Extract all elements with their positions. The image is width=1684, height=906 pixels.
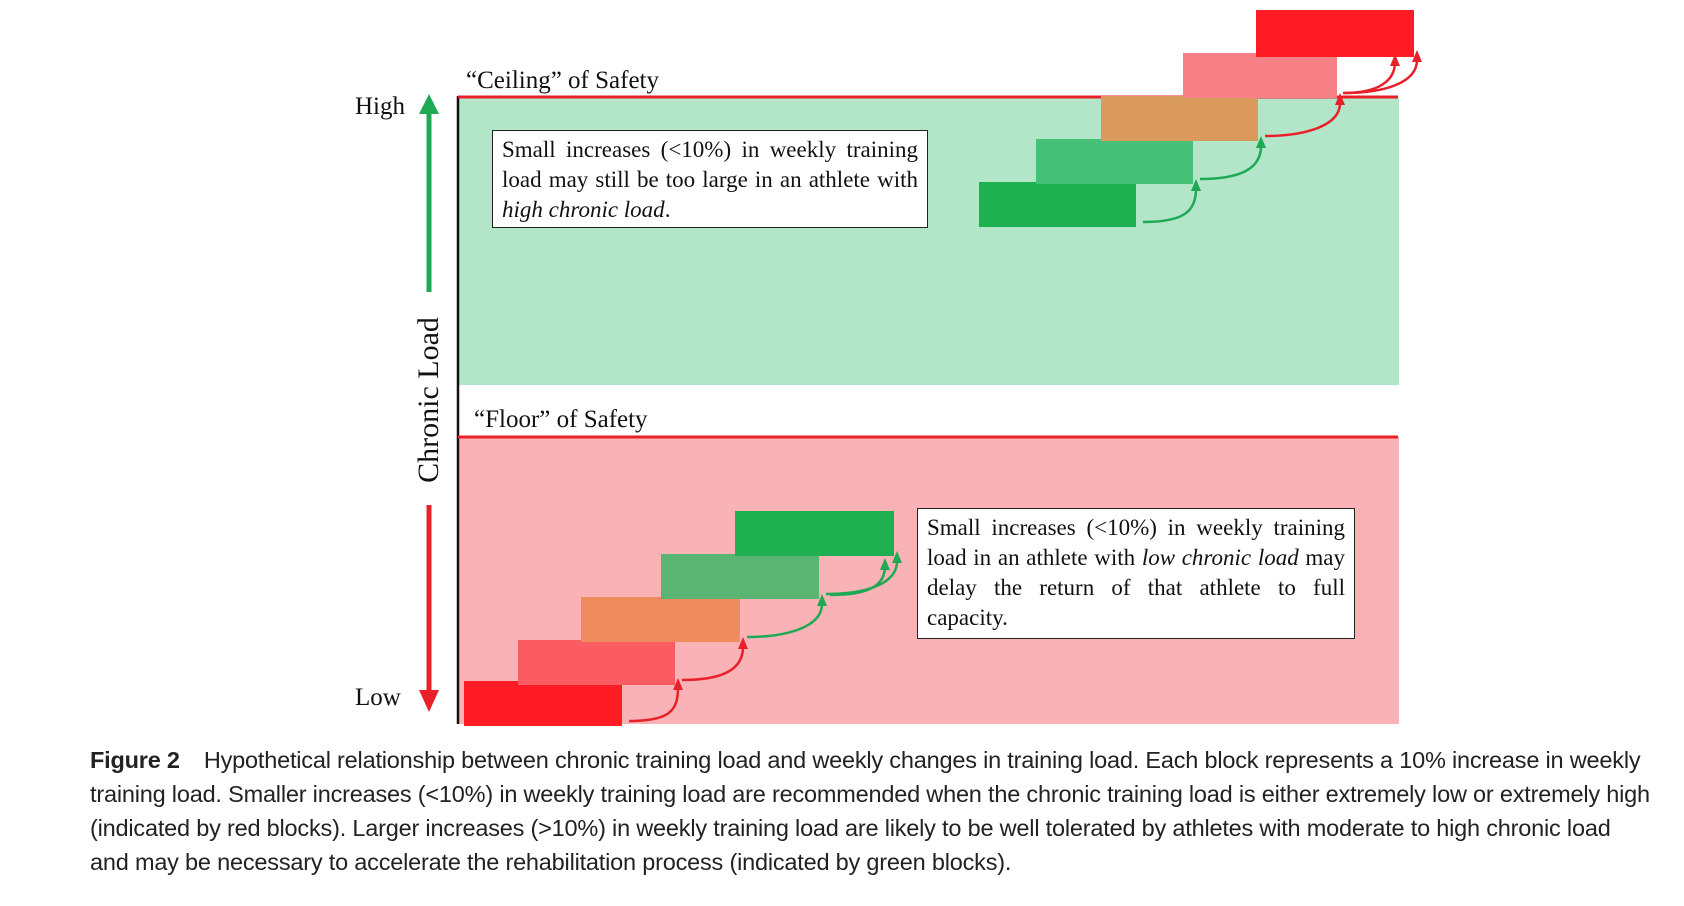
lower-stair-step-arrow-2 <box>681 646 745 682</box>
axis-high-label: High <box>355 93 406 120</box>
lower-stair-block-5 <box>735 511 894 556</box>
upper-staircase <box>979 10 1422 227</box>
floor-label: “Floor” of Safety <box>474 406 648 433</box>
low-load-callout: Small increases (<10%) in weekly trainin… <box>917 508 1355 639</box>
high-load-callout: Small increases (<10%) in weekly trainin… <box>492 130 928 228</box>
upper-stair-block-1 <box>979 182 1136 227</box>
lower-stair-block-4 <box>661 554 819 599</box>
lower-stair-exit-arrow <box>829 565 887 597</box>
figure-caption-text: Hypothetical relationship between chroni… <box>90 747 1650 875</box>
lower-stair-step-arrowhead-icon-4 <box>892 551 902 563</box>
low-load-callout-emphasis: low chronic load <box>1141 545 1299 570</box>
lower-stair-exit-arrowhead-icon <box>880 558 890 570</box>
high-load-callout-text: Small increases (<10%) in weekly trainin… <box>502 137 918 192</box>
axis-up-arrow-icon <box>419 94 439 114</box>
upper-stair-exit-arrow <box>1342 61 1397 95</box>
upper-stair-block-3 <box>1101 96 1258 141</box>
lower-staircase <box>464 511 902 726</box>
upper-stair-step-arrowhead-icon-2 <box>1256 136 1266 148</box>
upper-stair-exit-arrowhead-icon <box>1390 54 1400 66</box>
lower-stair-block-3 <box>581 597 740 642</box>
axis-title: Chronic Load <box>412 317 445 483</box>
upper-stair-block-5 <box>1256 10 1414 57</box>
upper-stair-step-arrowhead-icon-3 <box>1335 93 1345 105</box>
upper-stair-step-arrow-3 <box>1264 102 1342 138</box>
upper-stair-step-arrow-1 <box>1142 188 1198 224</box>
low-load-callout-text: Small increases (<10%) in weekly trainin… <box>927 515 1345 570</box>
axis-low-label: Low <box>355 684 401 711</box>
upper-stair-block-4 <box>1183 53 1337 98</box>
high-load-callout-emphasis: high chronic load <box>502 197 665 222</box>
lower-stair-step-arrowhead-icon-2 <box>738 637 748 649</box>
upper-stair-step-arrow-2 <box>1199 145 1263 181</box>
figure-caption: Figure 2 Hypothetical relationship betwee… <box>90 743 1650 879</box>
lower-stair-block-2 <box>518 640 675 685</box>
upper-stair-block-2 <box>1036 139 1193 184</box>
lower-stair-block-1 <box>464 681 622 726</box>
upper-stair-step-arrowhead-icon-4 <box>1412 50 1422 62</box>
lower-stair-step-arrowhead-icon-3 <box>817 594 827 606</box>
high-load-callout-end: . <box>664 197 671 222</box>
lower-stair-step-arrowhead-icon-1 <box>673 678 683 690</box>
lower-stair-step-arrow-3 <box>746 603 824 639</box>
upper-stair-step-arrow-4 <box>1343 59 1419 95</box>
lower-stair-step-arrow-1 <box>628 687 680 723</box>
ceiling-label: “Ceiling” of Safety <box>466 67 659 94</box>
upper-stair-step-arrowhead-icon-1 <box>1191 179 1201 191</box>
figure-label: Figure 2 <box>90 747 180 773</box>
low-load-callout-end: may delay the return of that athlete to … <box>927 545 1346 630</box>
axis-down-arrow-icon <box>419 690 439 712</box>
diagram: “Ceiling” of Safety “Floor” of Safety Hi… <box>355 10 1422 726</box>
